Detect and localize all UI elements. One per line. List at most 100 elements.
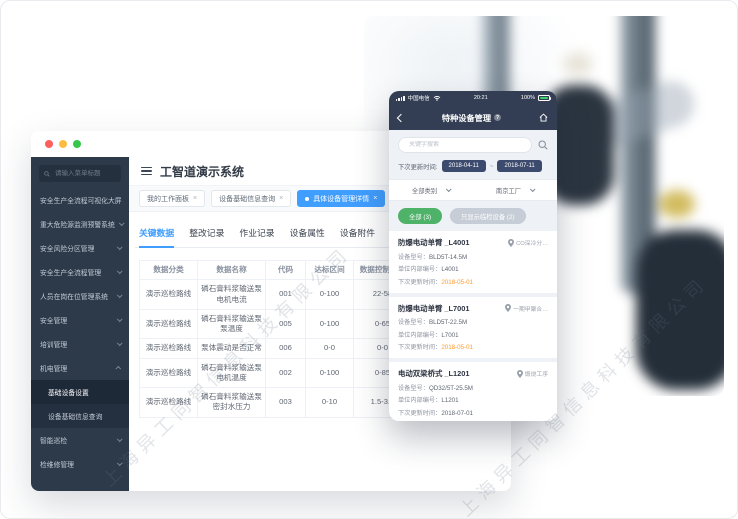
search-icon[interactable] [538,140,548,150]
device-card[interactable]: 防爆电动单臂 _L7001 一期甲聚合… 设备型号：BLD5T-22.5M 单位… [389,296,557,358]
filter-buttons: 全部 (3) 只显示临检设备 (2) [389,201,557,231]
sidebar-item-label: 智能巡检 [40,438,68,445]
tab-rectification-records[interactable]: 整改记录 [189,228,225,238]
col-code: 代码 [265,259,306,281]
filter-selects: 全部类别 南京工厂 [389,179,557,201]
tab-chip-device-info-query[interactable]: 设备基础信息查询 × [211,190,292,207]
sidebar-item-device-info-query[interactable]: 设备基础信息查询 [31,404,129,428]
photo-helmet [659,189,696,218]
tab-device-attributes[interactable]: 设备属性 [289,228,325,238]
device-card[interactable]: 防爆电动单臂 _L4001 CO深冷分… 设备型号：BLD5T-14.5M 单位… [389,231,557,293]
window-zoom-button[interactable] [73,140,81,148]
sidebar-search-input[interactable] [53,169,116,178]
cell-standard-range: 0-0 [305,338,354,359]
close-icon[interactable]: × [279,195,284,202]
phone-mockup: 中国电信 20:21 100% 特种设备管理 ? [389,91,557,421]
close-icon[interactable]: × [193,195,198,202]
cell-code: 003 [265,387,306,418]
chevron-down-icon [118,220,125,227]
sidebar-item-label: 培训管理 [40,342,68,349]
sidebar-item-hazard-monitor[interactable]: 重大危险源监测预警系统 [31,212,129,236]
sidebar-item-label: 安全管理 [40,318,68,325]
sidebar-submenu: 基础设备设置 设备基础信息查询 [31,380,129,428]
home-icon[interactable] [539,113,548,122]
category-select[interactable]: 全部类别 [389,180,473,200]
cell-standard-range: 0-10 [305,387,354,418]
tab-chip-label: 设备基础信息查询 [219,195,276,203]
field-label: 下次更新时间： [398,409,442,417]
window-minimize-button[interactable] [59,140,67,148]
next-update-filter: 下次更新时间: 2018-04-11 ~ 2018-07-11 [389,158,557,179]
battery-percent-label: 100% [520,95,535,101]
field-label: 下次更新时间： [398,278,442,286]
cell-category: 演示巡检路线 [139,279,198,310]
tab-chip-device-detail[interactable]: 具体设备管理详情 × [297,190,386,207]
table-row: 演示巡检路线 磷石膏料浆输送泵电机温度 002 0-100 0-85 [139,357,412,388]
sidebar-item-smart-inspection[interactable]: 智能巡检 [31,428,129,452]
cell-data-name: 磷石膏料浆输送泵密封水压力 [197,387,266,418]
sidebar-item-label: 安全生产全流程可视化大屏 [40,198,122,205]
sidebar-item-safety-mgmt[interactable]: 安全管理 [31,308,129,332]
main-header: 工智道演示系统 [129,157,511,185]
help-icon[interactable]: ? [494,114,502,121]
cell-data-name: 磷石膏料浆输送泵电机温度 [197,357,266,388]
sidebar-item-risk-zone[interactable]: 安全风险分区管理 [31,236,129,260]
cell-code: 005 [265,308,306,340]
field-label: 设备型号： [398,384,429,392]
tab-key-data[interactable]: 关键数据 [139,226,175,248]
field-label: 单位内部编号： [398,397,442,404]
col-data-name: 数据名称 [197,259,266,281]
filter-all-button[interactable]: 全部 (3) [398,208,443,224]
sidebar-item-maintenance-mgmt[interactable]: 检维修管理 [31,452,129,476]
signal-icon [396,95,405,101]
sidebar-item-electromech-mgmt[interactable]: 机电管理 [31,356,129,380]
field-label: 单位内部编号： [398,266,442,273]
cell-category: 演示巡检路线 [139,387,198,418]
sidebar-item-personnel-onduty[interactable]: 人员在岗在位管理系统 [31,284,129,308]
phone-search-field[interactable] [398,137,532,153]
filter-due-inspection-button[interactable]: 只显示临检设备 (2) [450,208,526,224]
close-icon[interactable]: × [373,195,378,202]
sidebar-search[interactable] [39,165,121,182]
factory-select[interactable]: 南京工厂 [473,180,557,200]
device-card[interactable]: 电动双梁桥式 _L1201 煅烧工序 设备型号：QD32/5T-25.5M 单位… [389,362,557,421]
clock-label: 20:21 [473,95,488,101]
sidebar-item-visual-screen[interactable]: 安全生产全流程可视化大屏 [31,188,129,212]
tab-device-attachments[interactable]: 设备附件 [339,228,376,238]
window-close-button[interactable] [45,140,53,148]
device-model: QD32/5T-25.5M [428,384,473,392]
device-next-update: 2018-05-01 [441,344,473,351]
phone-page-title: 特种设备管理 ? [404,112,539,124]
sidebar-item-label: 检维修管理 [40,462,74,469]
field-label: 下次更新时间： [398,344,442,351]
device-unit-code: L1201 [441,397,459,404]
sidebar-item-label: 人员在岗在位管理系统 [40,294,108,301]
phone-search-input[interactable] [407,141,523,149]
tab-chip-my-workbench[interactable]: 我的工作面板 × [139,190,206,207]
device-model: BLD5T-14.5M [428,253,468,261]
cell-category: 演示巡检路线 [139,357,198,388]
menu-toggle-icon[interactable] [141,166,152,176]
col-standard-range: 达标区间 [305,259,354,281]
date-to-button[interactable]: 2018-07-11 [497,160,542,172]
device-location: 一期甲聚合… [505,304,548,313]
location-pin-icon [516,369,523,378]
sidebar-item-training-mgmt[interactable]: 培训管理 [31,332,129,356]
device-name: 电动双梁桥式 _L1201 [398,369,470,378]
date-from-button[interactable]: 2018-04-11 [441,160,486,172]
tab-operation-records[interactable]: 作业记录 [239,228,275,238]
sidebar-item-process-mgmt[interactable]: 安全生产全流程管理 [31,260,129,284]
table-header-row: 数据分类 数据名称 代码 达标区间 数据控制区间 [139,259,412,281]
field-label: 设备型号： [398,253,429,261]
sidebar-item-label: 重大危险源监测预警系统 [40,222,115,229]
cell-data-name: 磷石膏料浆输送泵泵温度 [197,308,266,340]
sidebar-item-basic-device-setup[interactable]: 基础设备设置 [31,380,129,404]
device-name: 防爆电动单臂 _L7001 [398,303,470,313]
app-title: 工智道演示系统 [160,164,245,179]
sidebar-item-label: 设备基础信息查询 [48,414,103,421]
chevron-down-icon [116,268,123,275]
device-unit-code: L7001 [441,331,459,339]
device-unit-code: L4001 [441,266,459,273]
location-pin-icon [505,304,512,312]
date-range-separator: ~ [489,162,494,170]
